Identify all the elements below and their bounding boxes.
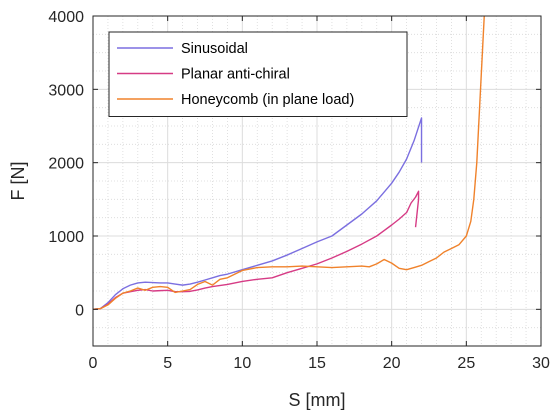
x-tick-label: 20 (383, 355, 401, 372)
series-line-2 (92, 190, 420, 311)
x-axis-label: S [mm] (289, 390, 346, 410)
series-line-1 (92, 117, 423, 311)
x-tick-label: 25 (457, 355, 475, 372)
x-tick-label: 30 (532, 355, 550, 372)
y-tick-label: 4000 (48, 9, 84, 26)
legend-label-3: Honeycomb (in plane load) (181, 92, 354, 108)
y-tick-label: 2000 (48, 156, 84, 173)
x-tick-label: 15 (308, 355, 326, 372)
y-tick-label: 1000 (48, 229, 84, 246)
legend-label-1: Sinusoidal (181, 41, 248, 57)
series-line-3 (92, 15, 485, 311)
y-tick-label: 0 (75, 302, 84, 319)
x-tick-label: 0 (89, 355, 98, 372)
x-tick-label: 5 (163, 355, 172, 372)
y-axis-label: F [N] (8, 162, 28, 201)
tick-labels: 0 5 10 15 20 25 30 0 1000 2000 3000 4000 (48, 9, 550, 372)
axes (92, 15, 542, 347)
series-layer (92, 15, 485, 311)
y-tick-label: 3000 (48, 82, 84, 99)
legend: Sinusoidal Planar anti-chiral Honeycomb (i… (108, 31, 408, 117)
legend-label-2: Planar anti-chiral (181, 67, 290, 83)
x-tick-label: 10 (233, 355, 251, 372)
legend-box (108, 31, 408, 117)
